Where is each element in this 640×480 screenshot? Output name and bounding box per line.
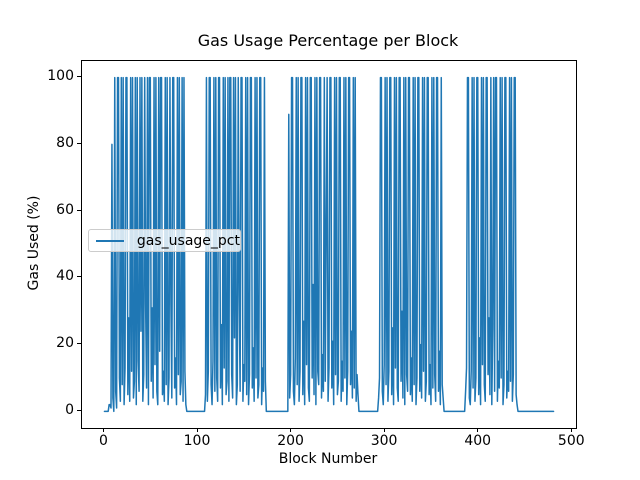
y-tick-mark — [77, 343, 81, 345]
gas-usage-line — [103, 76, 555, 413]
y-tick-mark — [77, 209, 81, 211]
y-tick-label: 60 — [56, 201, 74, 218]
y-tick-label: 80 — [56, 134, 74, 151]
x-tick-mark — [103, 428, 104, 432]
x-tick-label: 300 — [370, 433, 398, 449]
x-tick-label: 500 — [557, 433, 585, 449]
y-tick-label: 0 — [65, 401, 74, 418]
legend-label: gas_usage_pct — [136, 232, 240, 249]
x-tick-label: 400 — [464, 433, 492, 449]
x-tick-mark — [196, 428, 198, 432]
x-tick-mark — [383, 428, 385, 432]
x-tick-mark — [477, 428, 479, 432]
legend: gas_usage_pct — [88, 229, 241, 252]
x-tick-label: 200 — [277, 433, 304, 449]
x-tick-mark — [290, 428, 292, 432]
y-tick-mark — [77, 142, 81, 144]
y-tick-label: 20 — [56, 335, 74, 352]
y-axis-label: Gas Used (%) — [26, 195, 42, 291]
plot-canvas — [103, 76, 555, 413]
x-tick-label: 100 — [183, 433, 211, 449]
chart-title: Gas Usage Percentage per Block — [197, 31, 459, 50]
x-tick-mark — [570, 428, 572, 432]
x-tick-label: 0 — [99, 433, 108, 449]
y-tick-mark — [77, 76, 81, 78]
y-tick-label: 40 — [56, 268, 74, 285]
legend-line-sample-icon — [96, 239, 124, 242]
y-tick-mark — [77, 409, 81, 411]
y-tick-mark — [77, 276, 81, 278]
y-tick-label: 100 — [47, 68, 74, 85]
x-axis-label: Block Number — [278, 451, 378, 467]
